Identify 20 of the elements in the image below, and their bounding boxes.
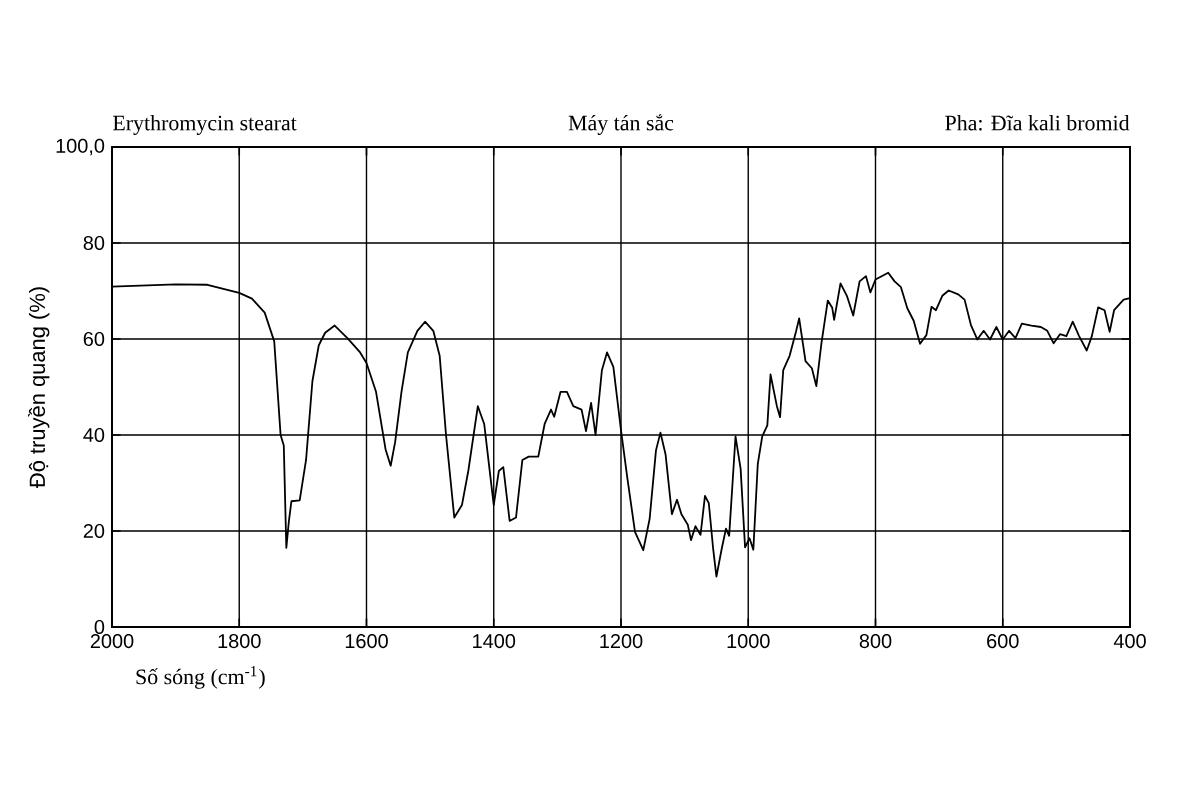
x-tick-label: 400	[1113, 634, 1146, 649]
y-tick-label: 80	[83, 235, 105, 251]
y-axis-title: Độ truyền quang (%)	[28, 287, 50, 488]
text: Pha: Đĩa kali bromid	[945, 115, 1130, 131]
x-tick-label: 1400	[473, 634, 516, 649]
y-tick-label: 60	[83, 331, 105, 347]
text: Erythromycin stearat	[113, 115, 297, 135]
y-tick-label: 0	[94, 619, 105, 635]
x-tick-label: 1600	[345, 634, 388, 649]
x-tick-label: 1200	[600, 634, 643, 649]
x-tick-label: 1000	[727, 634, 770, 649]
x-tick-label: 800	[859, 634, 892, 649]
text: Máy tán sắc	[568, 114, 674, 135]
x-tick-label: 1800	[218, 634, 261, 649]
x-tick-label: 600	[987, 634, 1019, 649]
x-tick-label: 2000	[90, 634, 134, 649]
x-axis-title: Số sóng (cm$^{-1}$)	[136, 666, 265, 689]
y-tick-label: 40	[83, 427, 105, 443]
y-tick-label: 100,0	[56, 138, 105, 156]
y-tick-label: 20	[83, 523, 105, 539]
